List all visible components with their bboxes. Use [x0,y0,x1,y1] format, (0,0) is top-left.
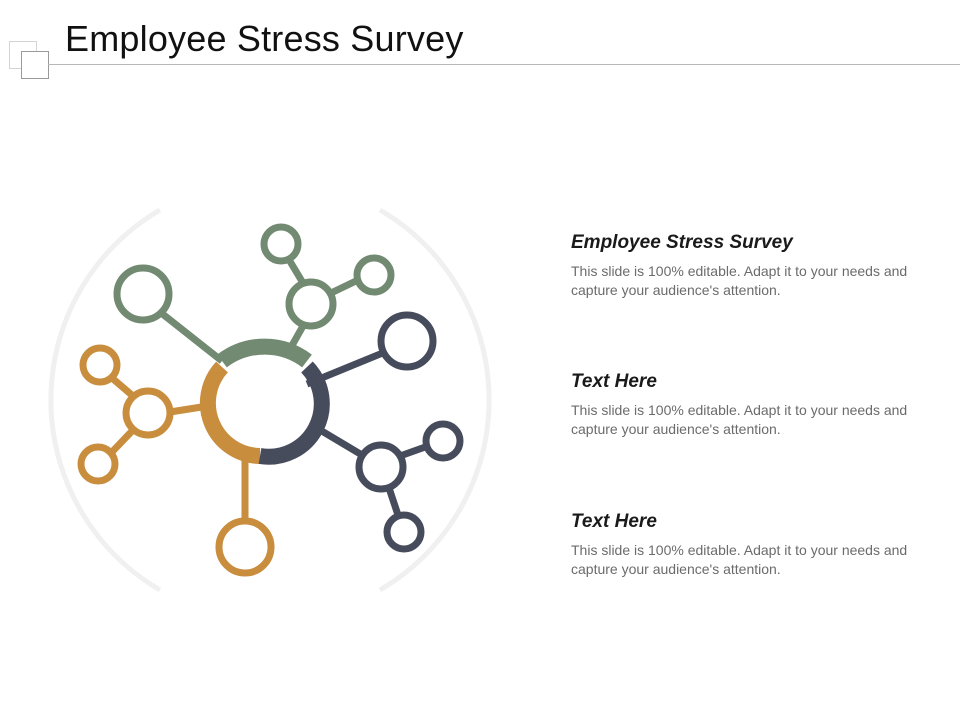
green-connector [157,309,225,364]
green-connector [329,276,360,297]
orange-hub-arc [199,361,261,464]
outer-ring-right-arc [378,207,492,593]
orange-connector [109,375,136,399]
block-body: This slide is 100% editable. Adapt it to… [571,263,908,298]
orange-connector [169,402,209,416]
navy-connector [305,348,387,388]
navy-node-medium [355,441,407,493]
orange-node-large [215,517,275,577]
orange-node-small [77,443,119,485]
block-body: This slide is 100% editable. Adapt it to… [571,402,908,437]
green-connector [284,256,307,285]
navy-connector [398,442,430,460]
title-divider [48,64,960,65]
navy-node-small [383,511,425,553]
orange-molecule [77,344,275,577]
slide-title: Employee Stress Survey [65,18,464,59]
orange-node-medium [122,387,174,439]
outer-ring-left-arc [48,207,162,593]
block-body: This slide is 100% editable. Adapt it to… [571,542,908,577]
navy-node-large [377,311,437,371]
navy-molecule [258,311,464,553]
green-node-large [113,264,173,324]
corner-square-front [21,51,49,79]
orange-connector [109,427,136,455]
green-molecule [113,223,395,368]
block-heading: Text Here [571,371,657,392]
text-block-1: Employee Stress Survey This slide is 100… [571,232,911,300]
green-connector [286,324,307,351]
navy-node-small [422,420,464,462]
text-block-2: Text Here This slide is 100% editable. A… [571,371,911,439]
green-hub-arc [217,338,312,368]
block-heading: Text Here [571,511,657,532]
navy-connector [308,420,364,459]
block-heading: Employee Stress Survey [571,232,793,253]
orange-node-small [79,344,121,386]
text-block-3: Text Here This slide is 100% editable. A… [571,511,911,579]
green-node-small [353,254,395,296]
green-node-small [260,223,302,265]
navy-connector [385,486,402,517]
green-node-medium [285,278,337,330]
